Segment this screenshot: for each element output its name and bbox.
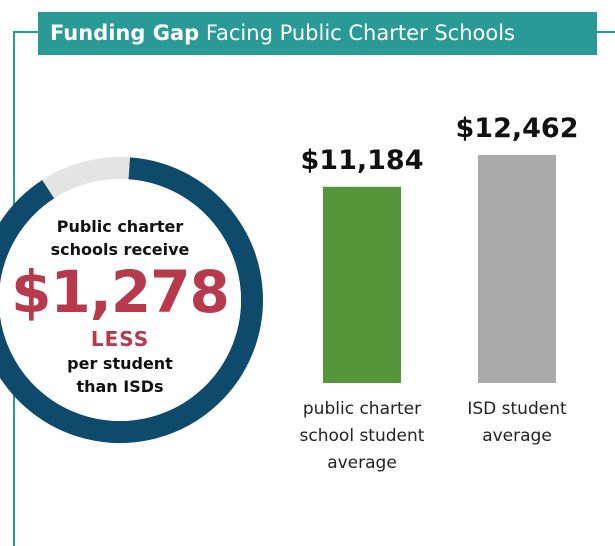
bar <box>323 186 401 383</box>
value-label: $11,184 <box>300 144 424 176</box>
donut-amount: $1,278 <box>11 258 230 326</box>
category-label: public charter school student average <box>299 399 425 473</box>
category-label: ISD student average <box>467 399 567 446</box>
bar <box>478 154 556 383</box>
donut-hole <box>0 179 241 421</box>
donut-segment <box>42 157 130 199</box>
title: Funding Gap Facing Public Charter School… <box>38 12 597 55</box>
title-bold: Funding Gap <box>50 21 200 45</box>
donut-less: LESS <box>90 327 150 351</box>
donut-bottom-text: per student than ISDs <box>67 354 173 396</box>
value-label: $12,462 <box>455 112 579 144</box>
donut-segment <box>0 157 263 443</box>
donut-top-text: Public charter schools receive <box>50 217 190 259</box>
title-rest: Facing Public Charter Schools <box>205 21 515 45</box>
